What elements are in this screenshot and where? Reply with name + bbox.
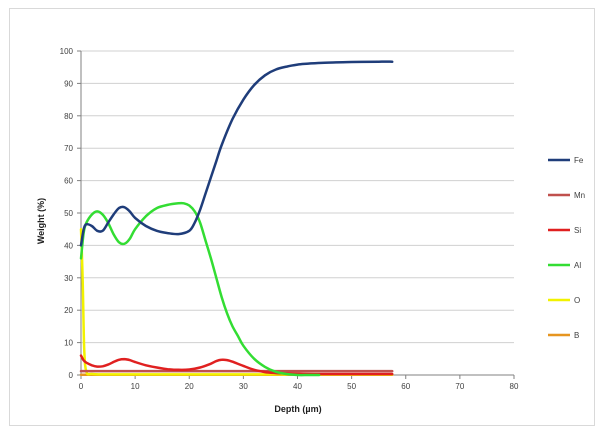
- x-tick-label: 80: [510, 382, 519, 391]
- series-line-fe: [79, 60, 394, 247]
- y-tick-label: 40: [64, 241, 73, 250]
- legend-item-mn: Mn: [548, 191, 585, 200]
- x-tick-label: 70: [455, 382, 464, 391]
- x-tick-label: 40: [293, 382, 302, 391]
- legend: Fe Mn Si Al O B: [548, 156, 585, 340]
- x-tick-label: 20: [185, 382, 194, 391]
- axes: [77, 50, 515, 379]
- legend-label: O: [574, 296, 580, 305]
- y-tick-label: 20: [64, 306, 73, 315]
- x-tick-label: 10: [131, 382, 140, 391]
- x-axis-title: Depth (µm): [274, 404, 321, 414]
- legend-label: Fe: [574, 156, 584, 165]
- y-axis-title: Weight (%): [36, 198, 46, 244]
- legend-label: Si: [574, 226, 581, 235]
- legend-label: B: [574, 331, 579, 340]
- legend-item-o: O: [548, 296, 580, 305]
- series-line-al: [79, 201, 321, 377]
- y-tick-label: 100: [60, 47, 74, 56]
- y-tick-label: 0: [69, 371, 74, 380]
- y-tick-label: 10: [64, 339, 73, 348]
- legend-label: Al: [574, 261, 581, 270]
- x-tick-label: 50: [347, 382, 356, 391]
- legend-item-al: Al: [548, 261, 581, 270]
- x-tick-label: 60: [401, 382, 410, 391]
- legend-item-fe: Fe: [548, 156, 584, 165]
- y-tick-label: 60: [64, 177, 73, 186]
- y-tick-label: 30: [64, 274, 73, 283]
- chart-frame: [9, 8, 595, 426]
- legend-item-b: B: [548, 331, 579, 340]
- y-tick-label: 50: [64, 209, 73, 218]
- y-tick-label: 80: [64, 112, 73, 121]
- y-tick-label: 90: [64, 79, 73, 88]
- x-tick-label: 30: [239, 382, 248, 391]
- legend-label: Mn: [574, 191, 585, 200]
- legend-item-si: Si: [548, 226, 581, 235]
- y-tick-label: 70: [64, 144, 73, 153]
- gridlines: [81, 50, 514, 344]
- x-tick-label: 0: [79, 382, 84, 391]
- tick-labels: 0 10 20 30 40 50 60 70 80 90 100 0 10 20 30 40 50 60 70 80: [60, 47, 519, 391]
- series-lines: [79, 60, 394, 377]
- series-line-o: [79, 227, 394, 376]
